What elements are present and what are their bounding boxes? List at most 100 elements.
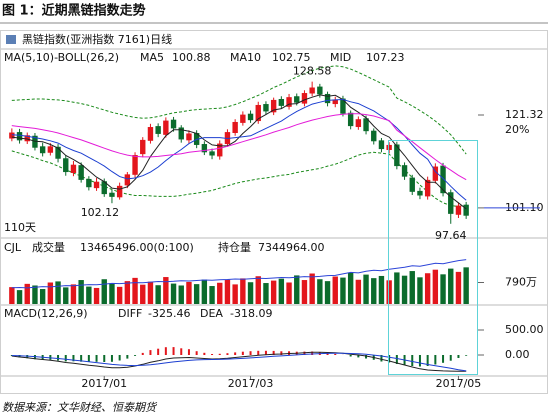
- y-tick-label: 0.00: [505, 348, 530, 361]
- legend-name: MID: [330, 51, 351, 64]
- candle-body: [270, 99, 277, 113]
- macd-bar: [172, 347, 175, 355]
- macd-bar: [365, 355, 368, 359]
- candle-body: [247, 113, 254, 121]
- macd-bar: [211, 354, 214, 355]
- volume-bar: [232, 284, 238, 304]
- volume-bar: [455, 271, 462, 304]
- volume-bar: [93, 287, 100, 304]
- volume-bar: [409, 271, 415, 304]
- volume-bar: [78, 280, 84, 304]
- volume-bar: [363, 274, 369, 304]
- volume-bar: [47, 282, 54, 304]
- volume-bar: [55, 281, 61, 304]
- volume-bar: [186, 281, 192, 304]
- volume-bar: [63, 287, 69, 304]
- volume-bar: [140, 284, 146, 304]
- candle-body: [116, 185, 123, 198]
- macd-bar: [226, 353, 229, 355]
- candle-body: [63, 158, 69, 173]
- macd-bar: [311, 351, 314, 355]
- candle-body: [309, 87, 315, 94]
- volume-bar: [9, 287, 15, 304]
- candle-body: [317, 86, 323, 95]
- candle-body: [294, 96, 300, 103]
- x-tick-label: 2017/03: [228, 377, 274, 390]
- candle-body: [371, 130, 377, 142]
- volume-bar: [278, 278, 285, 304]
- chart-icon: [6, 35, 16, 44]
- candle-body: [155, 126, 161, 134]
- candle-body: [394, 144, 400, 167]
- annotation: 20%: [505, 123, 529, 136]
- macd-line: [11, 351, 467, 372]
- candle-body: [286, 97, 292, 107]
- legend-name: 成交量: [32, 240, 65, 254]
- candle-body: [347, 112, 354, 127]
- candle-body: [386, 144, 392, 150]
- volume-bar: [201, 279, 208, 304]
- macd-bar: [241, 351, 244, 355]
- macd-bar: [418, 355, 421, 367]
- macd-bar: [72, 355, 75, 362]
- legend-value: 100.88: [172, 51, 211, 64]
- candle-body: [463, 204, 469, 216]
- volume-bar: [394, 272, 400, 304]
- chart-title: 黑链指数(亚洲指数 7161)日线: [22, 32, 172, 46]
- candle-body: [455, 205, 462, 215]
- volume-bar: [155, 285, 161, 304]
- y-tick-label: 500.00: [505, 323, 544, 336]
- legend-value: 7344964.00: [258, 241, 324, 254]
- macd-bar: [380, 355, 383, 362]
- macd-bar: [465, 355, 468, 356]
- volume-bar: [301, 280, 308, 304]
- candle-body: [355, 119, 362, 128]
- macd-bar: [103, 355, 106, 362]
- macd-bar: [180, 348, 183, 355]
- band-line: [11, 65, 467, 155]
- volume-bar: [247, 282, 254, 304]
- candle-body: [378, 140, 385, 150]
- candle-body: [217, 143, 223, 157]
- candle-body: [409, 177, 415, 192]
- candle-body: [47, 146, 54, 153]
- macd-bar: [87, 355, 90, 362]
- macd-bar: [264, 350, 267, 355]
- candle-body: [78, 165, 84, 180]
- candle-body: [186, 133, 192, 141]
- volume-bar: [86, 286, 92, 304]
- candle-body: [301, 93, 308, 104]
- volume-bar: [16, 290, 23, 304]
- candle-body: [278, 99, 285, 106]
- panel-title: CJL: [4, 241, 22, 254]
- x-tick-label: 2017/05: [436, 377, 482, 390]
- volume-bar: [24, 283, 30, 304]
- macd-bar: [411, 355, 414, 366]
- volume-bar: [347, 272, 354, 304]
- volume-bar: [32, 285, 38, 304]
- volume-bar: [270, 280, 277, 304]
- macd-bar: [33, 355, 36, 360]
- volume-bar: [355, 279, 362, 304]
- open-interest-line: [11, 259, 467, 289]
- macd-bar: [57, 355, 60, 361]
- macd-bar: [187, 349, 190, 355]
- legend-name: DIFF: [118, 307, 142, 320]
- data-label: 128.58: [293, 65, 332, 78]
- macd-bar: [426, 355, 429, 366]
- annotation: 110天: [4, 221, 36, 234]
- indicator-label: MA(5,10)-BOLL(26,2): [4, 51, 119, 64]
- volume-bar: [109, 283, 115, 304]
- volume-bar: [70, 284, 77, 304]
- volume-bar: [401, 275, 408, 304]
- candle-body: [448, 192, 454, 214]
- data-label: 97.64: [435, 229, 467, 242]
- candle-body: [55, 146, 61, 159]
- macd-bar: [249, 351, 252, 355]
- y-tick-label: 790万: [505, 275, 537, 288]
- volume-bar: [170, 283, 177, 304]
- macd-bar: [234, 352, 237, 355]
- macd-bar: [80, 355, 83, 362]
- macd-bar: [395, 355, 398, 364]
